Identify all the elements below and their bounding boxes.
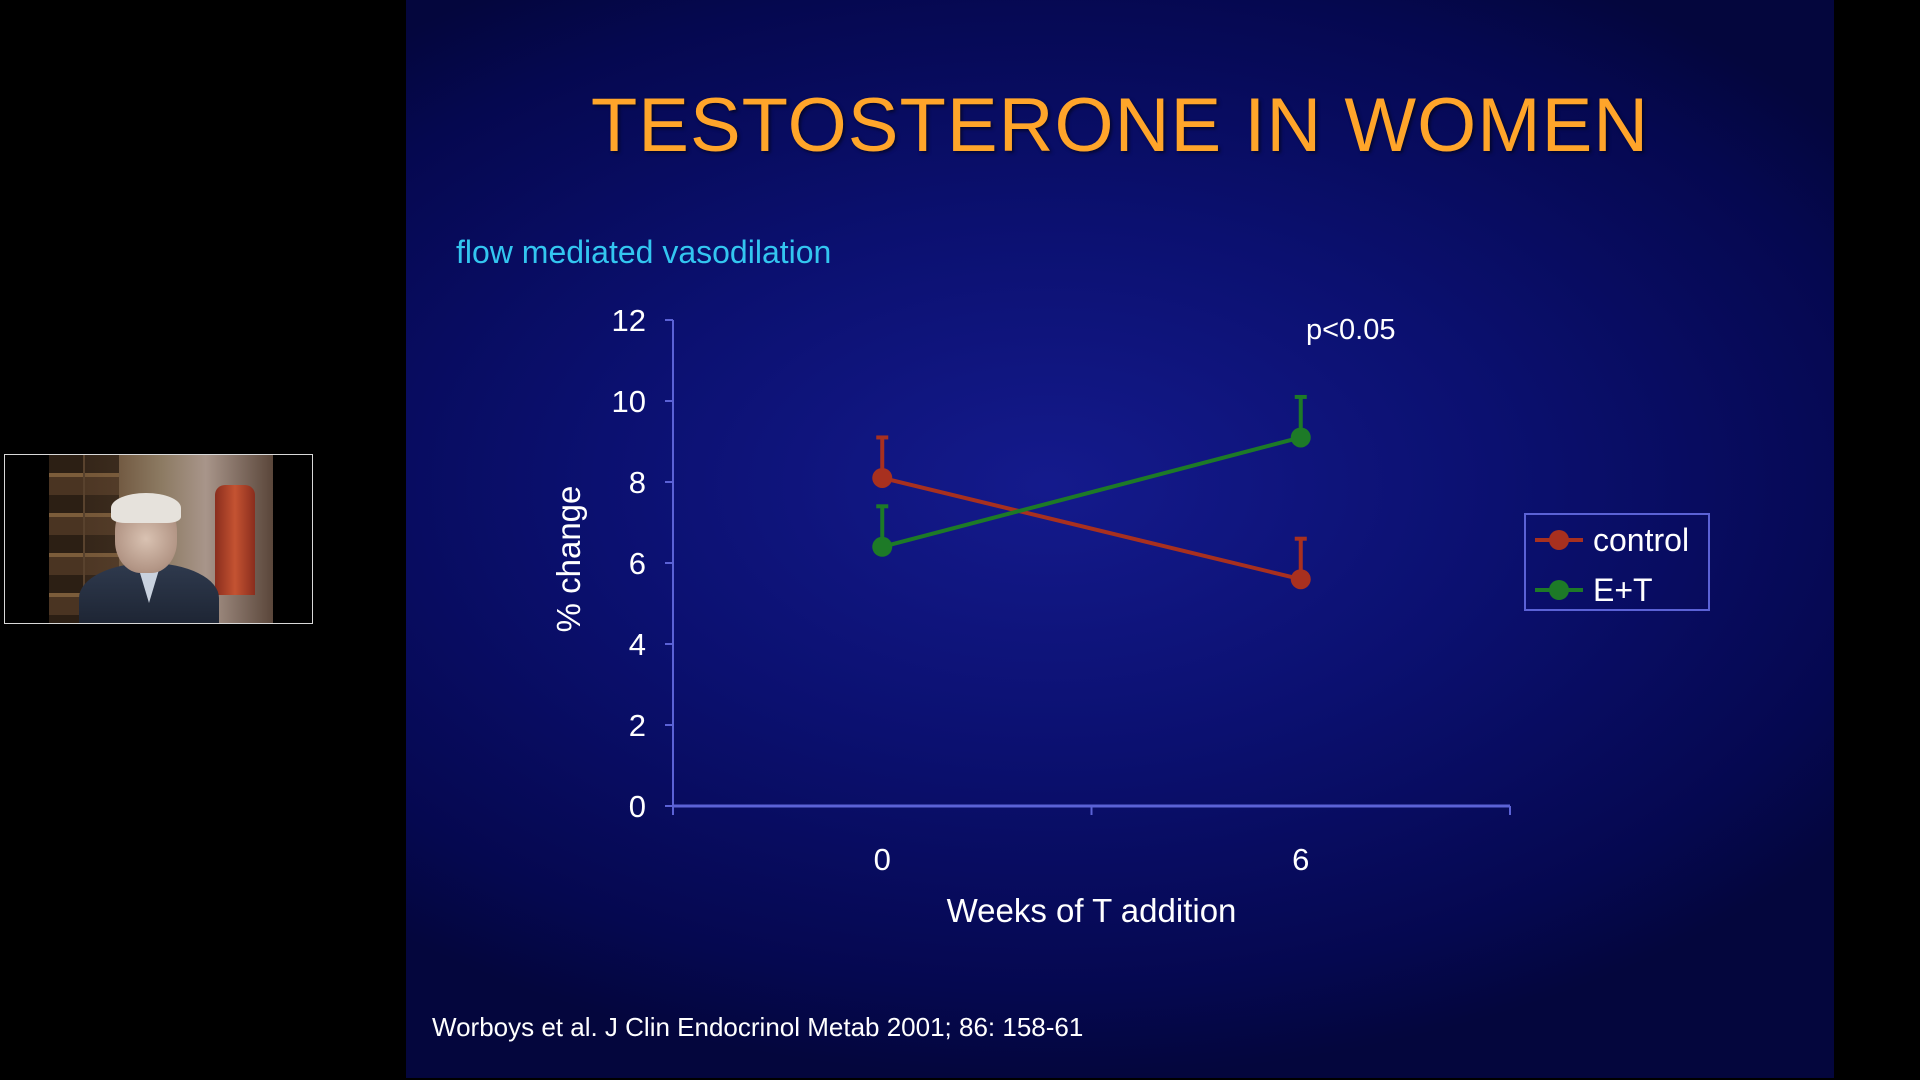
- legend-swatch-marker: [1549, 530, 1569, 550]
- presenter-video-icon: [49, 455, 273, 623]
- x-tick-label: 6: [1292, 842, 1309, 877]
- y-tick-label: 4: [629, 627, 646, 662]
- series-line-E+T: [881, 435, 1302, 549]
- y-tick-label: 6: [629, 546, 646, 581]
- data-point: [1290, 569, 1311, 590]
- data-point: [872, 467, 893, 488]
- y-tick-label: 2: [629, 708, 646, 743]
- citation: Worboys et al. J Clin Endocrinol Metab 2…: [432, 1012, 1084, 1042]
- y-tick-label: 8: [629, 465, 646, 500]
- y-tick-label: 0: [629, 789, 646, 824]
- y-tick-label: 12: [612, 303, 646, 338]
- y-tick-label: 10: [612, 384, 646, 419]
- data-point: [872, 536, 893, 557]
- legend-swatch-marker: [1549, 580, 1569, 600]
- legend-label: E+T: [1593, 572, 1653, 608]
- chart-subtitle: flow mediated vasodilation: [456, 234, 832, 270]
- series-line-control: [881, 476, 1302, 582]
- p-value-annotation: p<0.05: [1306, 314, 1396, 346]
- presentation-slide: TESTOSTERONE IN WOMEN flow mediated vaso…: [406, 0, 1834, 1078]
- line-chart: 0 2 4 6 8 10 12 0 6 Weeks of T addition % change p<…: [550, 303, 1710, 929]
- x-tick-label: 0: [874, 842, 891, 877]
- slide-title: TESTOSTERONE IN WOMEN: [590, 83, 1650, 168]
- data-point: [1290, 427, 1311, 448]
- legend-box: [1524, 513, 1710, 611]
- presenter-video-tile[interactable]: [4, 454, 313, 624]
- x-axis-label: Weeks of T addition: [947, 892, 1237, 929]
- y-axis-label: % change: [550, 486, 587, 633]
- legend-label: control: [1593, 522, 1689, 558]
